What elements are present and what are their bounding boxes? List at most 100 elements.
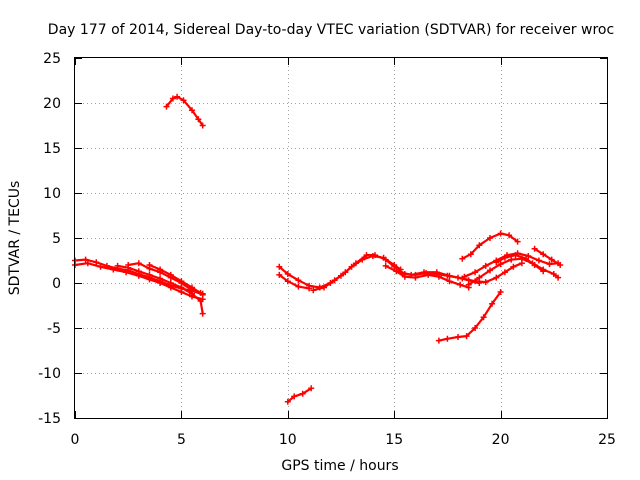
- data-point: [514, 238, 521, 245]
- data-point: [169, 95, 176, 102]
- x-tick-label: 25: [598, 432, 616, 448]
- data-point: [189, 284, 195, 291]
- data-point: [306, 285, 313, 292]
- x-tick-label: 20: [492, 432, 510, 448]
- data-point: [189, 290, 195, 297]
- y-tick-label: 0: [52, 276, 61, 292]
- data-point: [97, 263, 104, 270]
- x-tick-label: 5: [177, 432, 186, 448]
- series-line: [463, 252, 560, 278]
- data-point: [535, 257, 542, 264]
- data-point: [199, 122, 206, 129]
- data-point: [348, 263, 355, 270]
- data-point: [467, 251, 474, 258]
- data-point: [463, 333, 470, 340]
- data-point: [397, 269, 404, 276]
- data-point: [493, 274, 500, 281]
- data-point: [482, 262, 489, 269]
- data-point: [446, 278, 453, 285]
- chart-title: Day 177 of 2014, Sidereal Day-to-day VTE…: [48, 22, 614, 38]
- data-point: [465, 281, 472, 288]
- data-point: [299, 390, 306, 397]
- data-point: [531, 262, 538, 268]
- data-point: [180, 97, 187, 104]
- series-arc11: [316, 253, 404, 291]
- data-point: [506, 232, 513, 239]
- data-point: [369, 253, 376, 259]
- data-point: [125, 264, 132, 271]
- data-point: [546, 261, 553, 268]
- series-arc15: [459, 230, 521, 262]
- data-point: [189, 107, 195, 114]
- y-tick-label: -15: [38, 411, 61, 427]
- series-arc19: [531, 245, 564, 268]
- y-tick-labels: -15 -10 -5 0 5 10 15 20 25: [38, 51, 61, 427]
- y-tick-label: 10: [43, 186, 61, 202]
- x-tick-label: 0: [71, 432, 80, 448]
- data-point: [284, 398, 291, 405]
- data-point: [135, 260, 142, 267]
- y-tick-label: 25: [43, 51, 61, 67]
- data-point: [276, 271, 283, 278]
- data-point: [548, 256, 555, 263]
- series-arc6: [163, 93, 206, 129]
- series-arc13: [397, 260, 525, 286]
- series-line: [127, 262, 204, 296]
- data-point: [197, 298, 204, 304]
- data-point: [435, 337, 442, 344]
- data-point: [497, 289, 504, 295]
- series-line: [278, 265, 321, 289]
- data-point: [501, 269, 508, 276]
- data-point: [338, 272, 344, 279]
- data-point: [327, 280, 334, 286]
- data-point: [401, 273, 408, 280]
- series-line: [116, 264, 204, 315]
- series-arc9: [284, 385, 315, 405]
- data-point: [174, 93, 181, 100]
- series-line: [467, 257, 560, 286]
- data-point: [501, 254, 508, 261]
- data-point: [110, 266, 117, 273]
- data-point: [476, 274, 483, 281]
- data-point: [489, 300, 496, 307]
- data-point: [391, 262, 398, 268]
- data-point: [178, 278, 185, 285]
- series-arc3: [125, 260, 206, 298]
- data-point: [135, 268, 142, 275]
- data-point: [472, 269, 479, 276]
- data-point: [308, 385, 315, 392]
- data-point: [146, 262, 153, 268]
- data-point: [157, 275, 164, 282]
- data-point: [197, 289, 204, 296]
- data-point: [444, 335, 451, 342]
- series-arc18: [493, 252, 547, 275]
- data-point: [455, 334, 461, 340]
- data-point: [510, 263, 517, 270]
- data-point: [284, 278, 291, 285]
- data-point: [512, 252, 519, 259]
- data-point: [461, 273, 468, 280]
- y-tick-label: -10: [38, 366, 61, 382]
- data-point: [457, 281, 464, 288]
- data-point: [295, 277, 302, 284]
- data-point: [82, 256, 89, 263]
- data-point: [167, 271, 174, 278]
- data-point: [284, 271, 291, 277]
- data-point: [497, 261, 504, 268]
- data-series: [72, 93, 564, 405]
- plot-frame: [74, 57, 608, 419]
- x-tick-label: 10: [279, 432, 297, 448]
- data-point: [163, 103, 170, 110]
- data-point: [435, 273, 442, 280]
- series-line: [533, 247, 562, 267]
- data-point: [433, 269, 440, 276]
- x-tick-labels: 0 5 10 15 20 25: [71, 432, 616, 448]
- data-point: [487, 235, 493, 241]
- data-point: [276, 263, 283, 270]
- data-point: [508, 256, 515, 263]
- data-point: [380, 254, 387, 261]
- data-point: [497, 230, 504, 237]
- data-point: [178, 284, 185, 291]
- data-point: [550, 271, 557, 277]
